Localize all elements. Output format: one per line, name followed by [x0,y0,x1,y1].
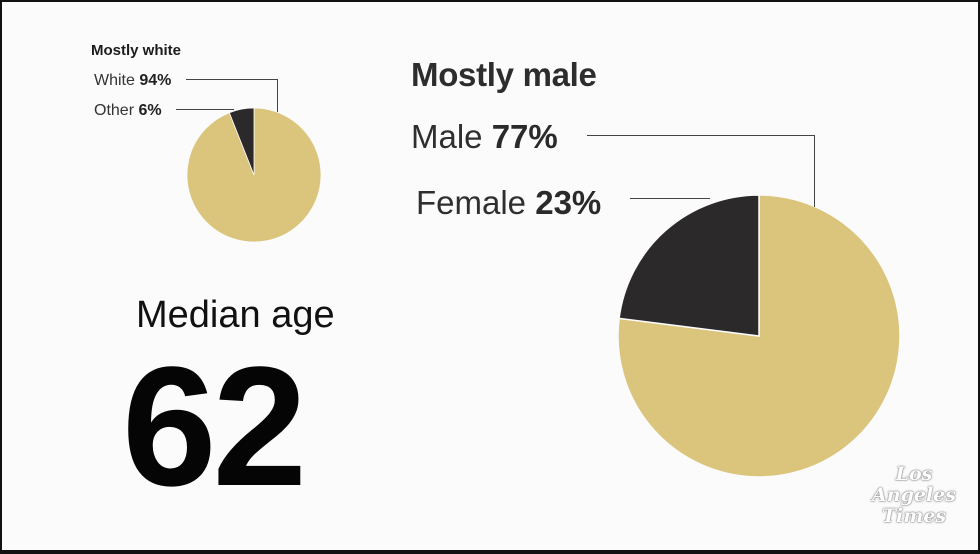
logo-line-2: Angeles [872,484,956,506]
slice-label-female-name: Female [416,184,527,221]
slice-label-male-value: 77% [491,118,558,155]
pie-slice-race-other [228,107,255,176]
leader-line-female [630,198,710,199]
logo-line-1: Los [895,463,933,485]
slice-label-male: Male 77% [411,118,558,156]
slice-label-other: Other 6% [94,102,162,120]
leader-line-male [587,135,815,136]
slice-label-male-name: Male [411,118,483,155]
slice-label-female: Female 23% [416,184,601,222]
slice-label-female-value: 23% [535,184,602,221]
pie-slice-sex-female [618,194,760,337]
median-age-label: Median age [136,294,335,336]
race-chart-title: Mostly white [91,42,182,59]
logo-line-3: Times [881,505,947,527]
los-angeles-times-logo: Los Angeles Times [864,464,964,527]
slice-label-white-value: 94% [139,72,172,89]
sex-chart-title: Mostly male [411,56,597,93]
leader-line-other [176,109,234,110]
pie-slice-sex-male [617,194,901,478]
slice-label-white-name: White [94,72,135,89]
slice-label-other-name: Other [94,102,135,119]
median-age-value: 62 [122,332,307,522]
leader-line-white [186,79,278,80]
leader-line-white-drop [277,79,278,112]
slice-label-white: White 94% [94,72,171,90]
leader-line-male-drop [814,135,815,207]
slice-label-other-value: 6% [138,102,162,119]
